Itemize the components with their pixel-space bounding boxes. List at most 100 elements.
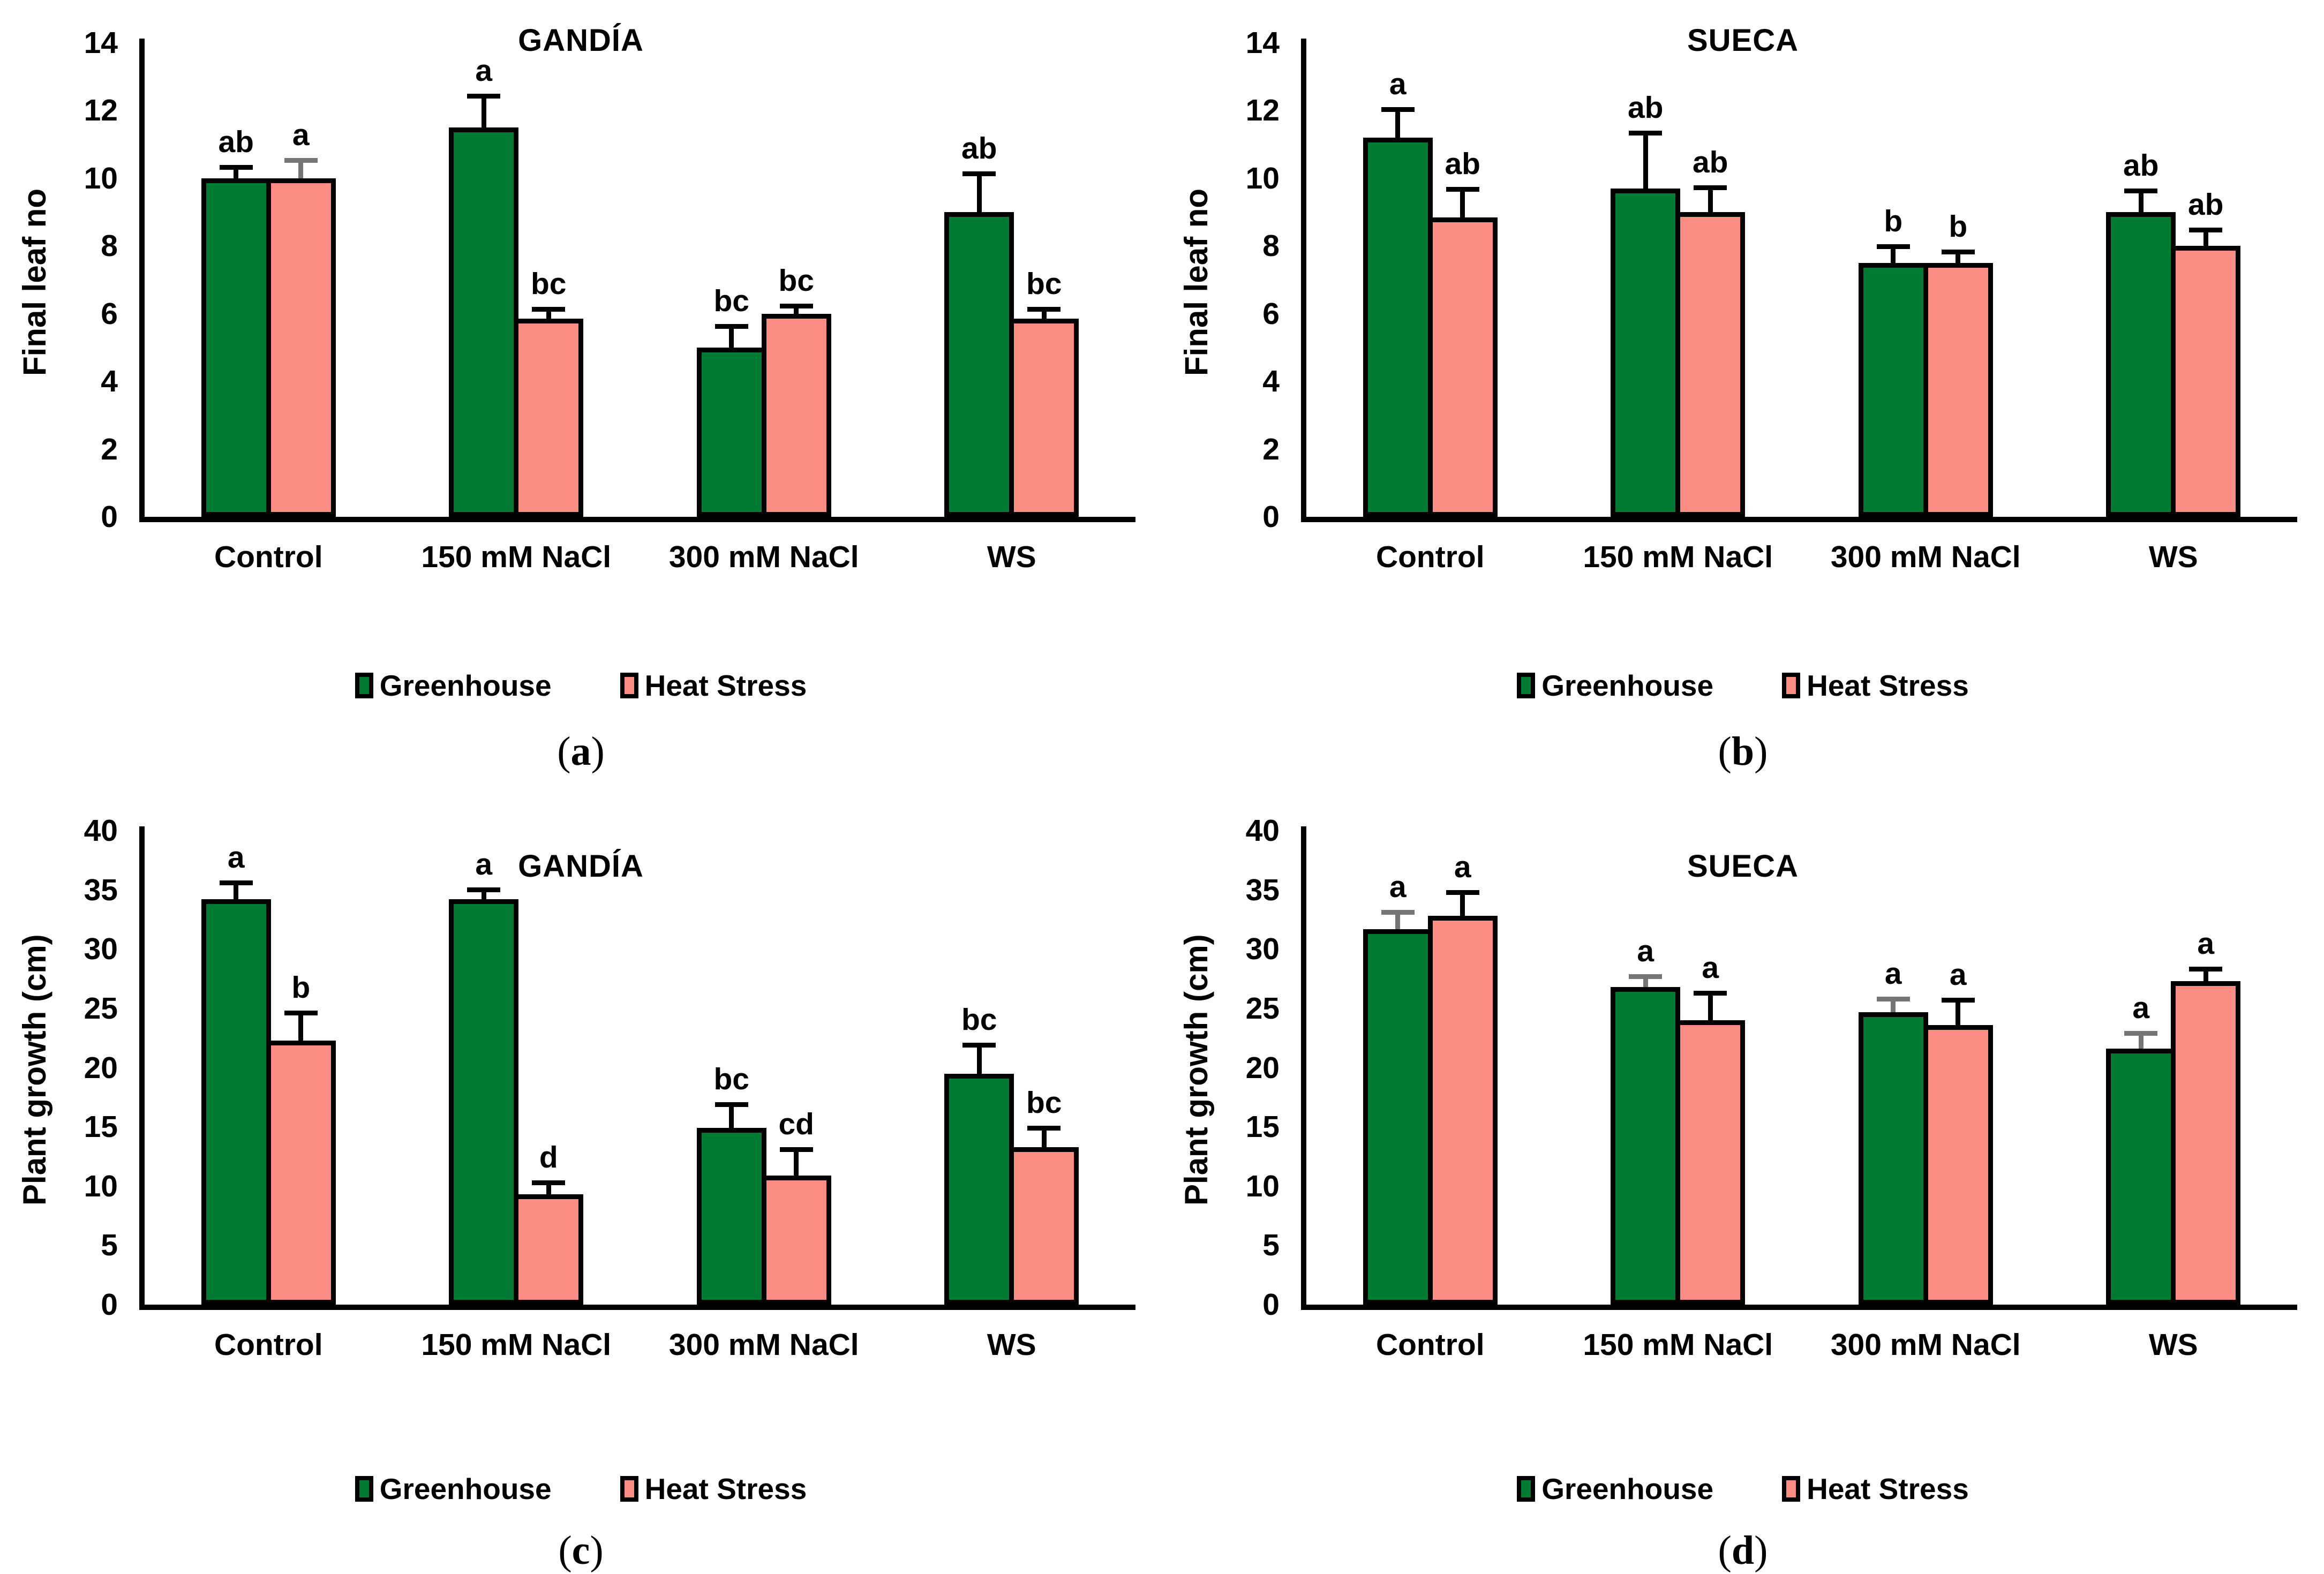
panel-caption: (b) xyxy=(1718,729,1768,774)
y-tick-label: 10 xyxy=(84,1169,118,1203)
error-bar-stem xyxy=(1891,996,1896,1012)
bar-greenhouse xyxy=(201,899,271,1305)
bar-greenhouse xyxy=(2106,212,2176,517)
panel-caption: (d) xyxy=(1718,1528,1768,1573)
error-bar-cap xyxy=(715,1102,748,1107)
bar-heat_stress xyxy=(514,1194,584,1305)
error-bar-stem xyxy=(298,1011,304,1041)
sig-label: b xyxy=(1949,209,1968,244)
heat-stress-swatch-icon xyxy=(1782,1476,1801,1502)
error-bar-stem xyxy=(546,1180,551,1195)
y-tick-label: 12 xyxy=(1245,93,1280,128)
y-tick-label: 15 xyxy=(84,1110,118,1144)
error-bar-stem xyxy=(481,887,486,900)
heat-stress-swatch-icon xyxy=(1782,673,1801,698)
greenhouse-swatch-icon xyxy=(1517,673,1536,698)
sig-label: a xyxy=(1702,950,1719,985)
sig-label: a xyxy=(1637,933,1654,968)
chart-title: SUECA xyxy=(1687,849,1799,884)
sig-label: bc xyxy=(1026,267,1062,302)
y-tick-label: 8 xyxy=(101,229,118,263)
error-bar-stem xyxy=(298,157,304,178)
y-tick-label: 10 xyxy=(84,161,118,195)
error-bar-cap xyxy=(1027,1125,1061,1131)
sig-label: a xyxy=(2132,990,2150,1025)
x-category-label: WS xyxy=(2148,1328,2198,1362)
bar-heat_stress xyxy=(1675,1020,1746,1305)
y-tick-label: 2 xyxy=(101,432,118,466)
y-tick-label: 8 xyxy=(1262,229,1280,263)
x-category-label: WS xyxy=(987,540,1036,574)
sig-label: bc xyxy=(713,1061,750,1096)
error-bar-stem xyxy=(976,171,982,213)
bar-heat_stress xyxy=(1675,212,1746,517)
plot-area: 0 5 10 15 20 25 30 35 40 Control 150 mM NaCl 300 mM… xyxy=(84,815,1135,1362)
greenhouse-swatch-icon xyxy=(355,673,373,698)
legend-label: Heat Stress xyxy=(1807,1472,1969,1505)
error-bar-stem xyxy=(976,1043,982,1074)
sig-label: a xyxy=(292,117,310,152)
x-category-label: 300 mM NaCl xyxy=(1830,540,2021,574)
legend-item-greenhouse: Greenhouse xyxy=(355,668,552,703)
error-bar-cap xyxy=(1446,890,1479,895)
panel-c: Plant growth (cm) GANDÍA 0 5 10 15 20 25 30 35 4… xyxy=(0,785,1162,1573)
error-bar-stem xyxy=(234,164,239,178)
bar-greenhouse xyxy=(944,1073,1014,1305)
error-bar-stem xyxy=(1395,107,1401,138)
chart-title: GANDÍA xyxy=(518,23,644,58)
error-bar-stem xyxy=(481,93,486,128)
y-tick-label: 14 xyxy=(84,26,118,60)
bar-greenhouse xyxy=(696,347,766,517)
chart-title: GANDÍA xyxy=(518,849,644,884)
error-bar-stem xyxy=(1643,974,1648,988)
error-bar-stem xyxy=(729,1102,734,1128)
plot-area: 0 5 10 15 20 25 30 35 40 Control 150 mM NaCl 300 mM… xyxy=(1246,815,2297,1362)
bar-heat_stress xyxy=(1427,916,1498,1305)
legend: Greenhouse Heat Stress xyxy=(0,668,1162,703)
error-bar-cap xyxy=(1941,997,1975,1003)
error-bar-stem xyxy=(1956,249,1961,263)
y-tick-label: 6 xyxy=(101,296,118,331)
sig-label: cd xyxy=(778,1106,815,1141)
panel-d: Plant growth (cm) SUECA 0 5 10 15 20 25 30 35 40… xyxy=(1162,785,2324,1573)
error-bar-cap xyxy=(962,1043,996,1048)
error-bar-stem xyxy=(1460,186,1465,217)
y-tick-label: 40 xyxy=(1245,814,1280,848)
bar-greenhouse xyxy=(1858,1012,1928,1305)
bar-heat_stress xyxy=(2171,981,2241,1305)
heat-stress-swatch-icon xyxy=(620,1476,638,1502)
error-bar-stem xyxy=(1708,185,1713,213)
error-bar-stem xyxy=(2203,967,2208,981)
x-category-label: Control xyxy=(214,1328,323,1362)
error-bar-cap xyxy=(2124,188,2158,193)
bar-heat_stress xyxy=(266,178,336,517)
legend-item-heat-stress: Heat Stress xyxy=(620,668,807,703)
legend-item-heat-stress: Heat Stress xyxy=(1782,1472,1969,1506)
bar-heat_stress xyxy=(2171,246,2241,517)
sig-label: bc xyxy=(778,263,815,298)
y-tick-label: 20 xyxy=(1245,1050,1280,1085)
x-category-label: 150 mM NaCl xyxy=(1583,540,1773,574)
y-tick-label: 12 xyxy=(84,93,118,128)
y-tick-label: 35 xyxy=(1245,872,1280,907)
error-bar-cap xyxy=(284,157,318,163)
error-bar-cap xyxy=(1027,307,1061,312)
y-tick-label: 20 xyxy=(84,1050,118,1085)
error-bar-cap xyxy=(532,1180,566,1185)
sig-label: bc xyxy=(1026,1085,1062,1120)
sig-label: b xyxy=(291,970,311,1005)
y-tick-label: 10 xyxy=(1245,161,1280,195)
bar-greenhouse xyxy=(201,178,271,517)
legend-item-greenhouse: Greenhouse xyxy=(1517,1472,1713,1506)
error-bar-cap xyxy=(2189,967,2223,972)
y-tick-label: 4 xyxy=(101,364,118,399)
sig-label: d xyxy=(539,1140,558,1174)
x-category-label: Control xyxy=(214,540,323,574)
y-tick-label: 0 xyxy=(101,500,118,534)
legend-label: Heat Stress xyxy=(1807,669,1969,702)
y-tick-label: 14 xyxy=(1245,26,1280,60)
sig-label: b xyxy=(1884,204,1903,239)
error-bar-stem xyxy=(1395,910,1401,929)
error-bar-stem xyxy=(1708,990,1713,1020)
legend-item-heat-stress: Heat Stress xyxy=(620,1472,807,1506)
